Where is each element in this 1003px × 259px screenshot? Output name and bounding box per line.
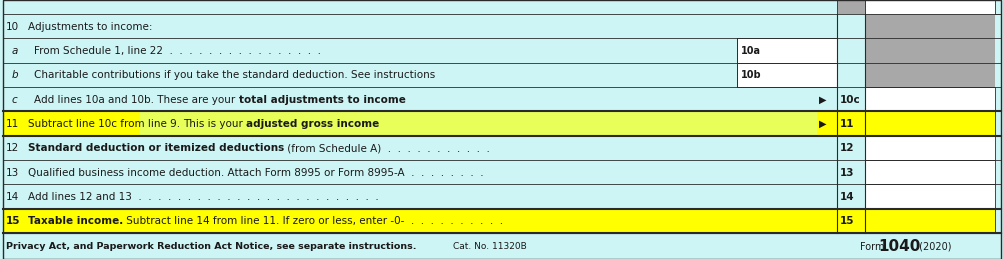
Bar <box>837 38 865 63</box>
Bar <box>837 160 865 184</box>
Bar <box>3 87 837 111</box>
Text: Adjustments to income:: Adjustments to income: <box>28 22 152 32</box>
Text: 1040: 1040 <box>878 239 920 254</box>
Bar <box>865 87 994 111</box>
Text: b: b <box>12 70 19 80</box>
Bar <box>837 14 865 38</box>
Text: 14: 14 <box>6 192 19 202</box>
Text: 13: 13 <box>6 168 19 178</box>
Bar <box>837 0 865 14</box>
Bar <box>3 233 1000 259</box>
Bar <box>837 87 865 111</box>
Bar <box>865 0 994 14</box>
Text: Add lines 10a and 10b. These are your: Add lines 10a and 10b. These are your <box>34 95 239 105</box>
Text: Form: Form <box>860 242 887 251</box>
Text: Add lines 12 and 13  .  .  .  .  .  .  .  .  .  .  .  .  .  .  .  .  .  .  .  . : Add lines 12 and 13 . . . . . . . . . . … <box>28 192 378 202</box>
Bar <box>3 111 837 136</box>
Text: Taxable income.: Taxable income. <box>28 216 123 226</box>
Text: Subtract line 14 from line 11. If zero or less, enter -0-  .  .  .  .  .  .  .  : Subtract line 14 from line 11. If zero o… <box>123 216 503 226</box>
Text: ▶: ▶ <box>818 119 825 129</box>
Text: adjusted gross income: adjusted gross income <box>247 119 379 129</box>
Bar <box>736 63 837 87</box>
Bar <box>837 111 865 136</box>
Text: Charitable contributions if you take the standard deduction. See instructions: Charitable contributions if you take the… <box>34 70 435 80</box>
Text: 12: 12 <box>6 143 19 153</box>
Text: Standard deduction or itemized deductions: Standard deduction or itemized deduction… <box>28 143 284 153</box>
Bar <box>736 38 837 63</box>
Bar <box>865 209 994 233</box>
Bar <box>865 136 994 160</box>
Text: This is your: This is your <box>184 119 247 129</box>
Bar <box>865 160 994 184</box>
Text: (2020): (2020) <box>915 242 951 251</box>
Text: Qualified business income deduction. Attach Form 8995 or Form 8995-A  .  .  .  .: Qualified business income deduction. Att… <box>28 168 483 178</box>
Text: a: a <box>12 46 18 56</box>
Text: 10b: 10b <box>740 70 761 80</box>
Text: ▶: ▶ <box>818 95 825 105</box>
Text: 10a: 10a <box>740 46 760 56</box>
Bar <box>3 184 837 209</box>
Bar <box>139 112 816 135</box>
Bar <box>865 14 994 87</box>
Text: 15: 15 <box>840 216 854 226</box>
Text: 13: 13 <box>840 168 854 178</box>
Bar <box>865 184 994 209</box>
Text: 11: 11 <box>6 119 19 129</box>
Bar <box>837 136 865 160</box>
Text: Cat. No. 11320B: Cat. No. 11320B <box>452 242 527 251</box>
Text: 14: 14 <box>840 192 854 202</box>
Bar <box>3 0 1000 14</box>
Bar <box>837 63 865 87</box>
Text: Subtract line 10c from line 9.: Subtract line 10c from line 9. <box>28 119 184 129</box>
Bar <box>3 160 837 184</box>
Text: 15: 15 <box>6 216 20 226</box>
Text: From Schedule 1, line 22  .  .  .  .  .  .  .  .  .  .  .  .  .  .  .  .: From Schedule 1, line 22 . . . . . . . .… <box>34 46 321 56</box>
Bar <box>3 14 837 38</box>
Bar <box>865 111 994 136</box>
Text: Privacy Act, and Paperwork Reduction Act Notice, see separate instructions.: Privacy Act, and Paperwork Reduction Act… <box>6 242 416 251</box>
Text: 12: 12 <box>840 143 854 153</box>
Bar <box>3 63 837 87</box>
Text: 10: 10 <box>6 22 19 32</box>
Bar <box>837 184 865 209</box>
Bar <box>3 136 837 160</box>
Bar <box>837 209 865 233</box>
Bar <box>3 209 837 233</box>
Bar <box>3 38 837 63</box>
Text: 11: 11 <box>840 119 854 129</box>
Text: c: c <box>12 95 18 105</box>
Text: total adjustments to income: total adjustments to income <box>239 95 405 105</box>
Text: (from Schedule A)  .  .  .  .  .  .  .  .  .  .  .: (from Schedule A) . . . . . . . . . . . <box>284 143 489 153</box>
Text: 10c: 10c <box>840 95 860 105</box>
